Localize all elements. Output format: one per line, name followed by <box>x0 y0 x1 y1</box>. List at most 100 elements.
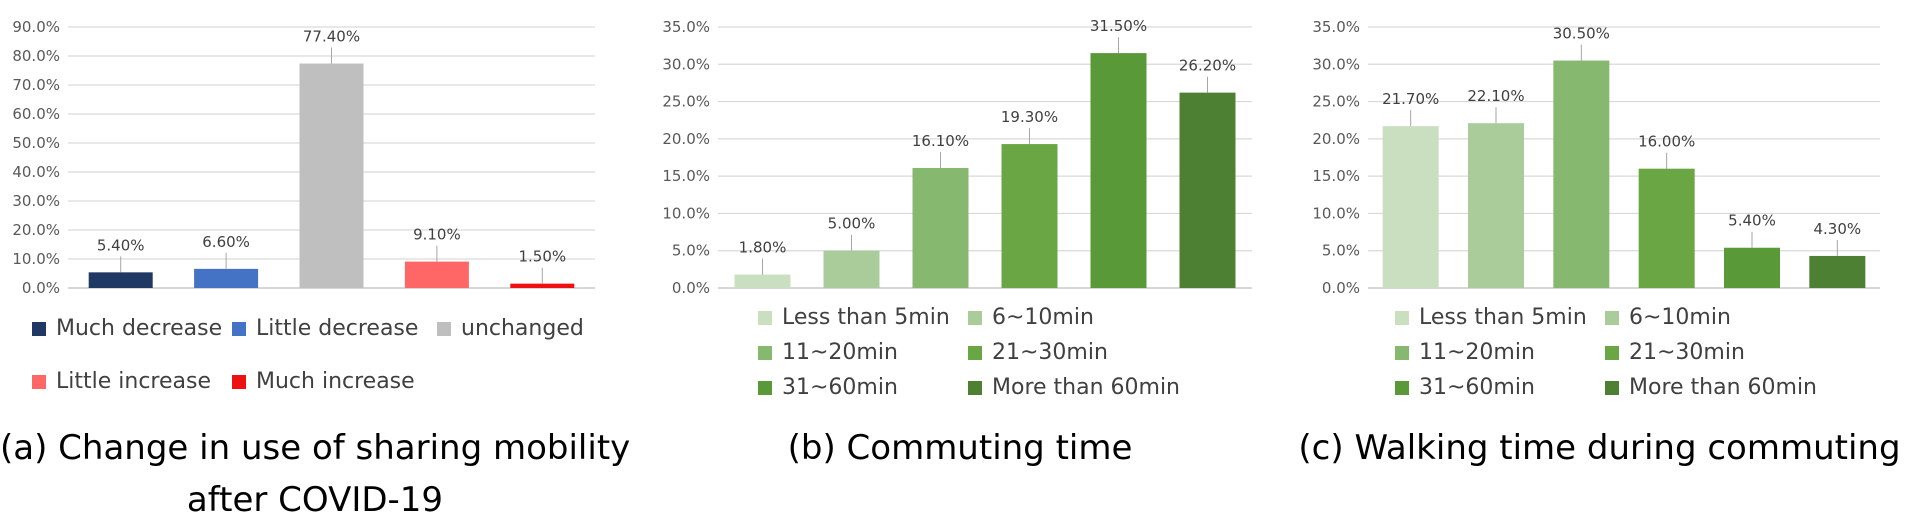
chart-a-legend-item: Little increase <box>32 369 211 394</box>
chart-a-ytick-label: 90.0% <box>12 18 60 36</box>
legend-swatch <box>232 374 246 389</box>
chart-c-legend-item: 6~10min <box>1605 305 1731 330</box>
chart-b-ytick-label: 5.0% <box>672 242 710 260</box>
chart-b-value-label-2: 5.00% <box>828 215 876 233</box>
chart-a-value-label-2: 6.60% <box>202 233 250 251</box>
chart-a-ytick-label: 30.0% <box>12 192 60 210</box>
chart-a-caption-line-2: after COVID-19 <box>186 480 444 520</box>
chart-a-caption-line-1: (a) Change in use of sharing mobility <box>0 428 631 468</box>
chart-a-bar-1 <box>88 272 153 288</box>
chart-b-legend-item: 21~30min <box>968 340 1108 365</box>
chart-b-value-label-3: 16.10% <box>912 132 969 150</box>
chart-b-ytick-label: 10.0% <box>662 204 710 222</box>
chart-a-bar-2 <box>194 268 259 288</box>
chart-a-plot: 0.0% 10.0% 20.0% 30.0% 40.0% 50.0% 60.0% 70.0% 8… <box>12 18 595 297</box>
chart-c-caption: (c) Walking time during commuting <box>1290 422 1909 474</box>
chart-b-bar-4 <box>1001 144 1058 288</box>
chart-a-value-label-1: 5.40% <box>97 236 145 254</box>
legend-swatch <box>758 345 772 360</box>
chart-c-ytick-label: 25.0% <box>1312 93 1360 111</box>
chart-c-bar-2 <box>1468 123 1524 288</box>
chart-b-legend-item: 11~20min <box>758 340 898 365</box>
chart-a-legend-item: Much decrease <box>32 316 222 341</box>
chart-c-value-label-1: 21.70% <box>1382 90 1439 108</box>
chart-panel-c: 0.0% 5.0% 10.0% 15.0% 20.0% 25.0% 30.0% 35.0% 21… <box>1290 0 1909 532</box>
chart-b-value-label-5: 31.50% <box>1090 17 1147 35</box>
chart-panel-a: 0.0% 10.0% 20.0% 30.0% 40.0% 50.0% 60.0% 70.0% 8… <box>0 0 630 532</box>
chart-a-ytick-label: 0.0% <box>22 279 60 297</box>
chart-b-legend-item: More than 60min <box>968 375 1180 400</box>
legend-swatch <box>968 380 982 395</box>
legend-swatch <box>1395 310 1409 325</box>
chart-a-value-label-4: 9.10% <box>413 226 461 244</box>
chart-c-value-label-3: 30.50% <box>1553 25 1610 43</box>
chart-a-legend-item: Little decrease <box>232 316 418 341</box>
legend-label: 6~10min <box>992 305 1094 330</box>
legend-label: More than 60min <box>1629 375 1817 400</box>
chart-a-bar-5 <box>510 283 575 288</box>
chart-c-bar-1 <box>1382 126 1439 289</box>
chart-c-ytick-label: 30.0% <box>1312 55 1360 73</box>
chart-c-value-label-6: 4.30% <box>1814 220 1862 238</box>
chart-b-caption: (b) Commuting time <box>640 422 1280 474</box>
chart-c-ytick-label: 10.0% <box>1312 204 1360 222</box>
chart-b-ytick-label: 0.0% <box>672 279 710 297</box>
chart-c-bar-4 <box>1638 168 1695 288</box>
chart-b-legend-item: 31~60min <box>758 375 898 400</box>
legend-label: Much decrease <box>56 316 223 341</box>
chart-a-ytick-label: 40.0% <box>12 163 60 181</box>
chart-b-bar-5 <box>1090 53 1147 288</box>
chart-a-bar-3 <box>299 63 364 288</box>
chart-c-value-label-2: 22.10% <box>1467 87 1524 105</box>
legend-label: 11~20min <box>1419 340 1535 365</box>
legend-label: 21~30min <box>1629 340 1745 365</box>
legend-label: Less than 5min <box>1419 305 1587 330</box>
legend-label: 31~60min <box>1419 375 1535 400</box>
chart-b-plot: 0.0% 5.0% 10.0% 15.0% 20.0% 25.0% 30.0% 35.0% 1.… <box>662 17 1252 297</box>
legend-label: Much increase <box>256 369 415 394</box>
chart-a-value-label-5: 1.50% <box>518 248 566 266</box>
legend-swatch <box>32 374 46 389</box>
chart-b-ytick-label: 30.0% <box>662 55 710 73</box>
legend-swatch <box>758 310 772 325</box>
legend-swatch <box>1605 380 1619 395</box>
chart-a-legend-item: unchanged <box>437 316 584 341</box>
legend-label: More than 60min <box>992 375 1180 400</box>
chart-c-ytick-label: 5.0% <box>1322 242 1360 260</box>
legend-label: 21~30min <box>992 340 1108 365</box>
chart-b-bar-2 <box>823 250 880 288</box>
legend-label: Less than 5min <box>782 305 950 330</box>
chart-c-value-label-5: 5.40% <box>1728 212 1776 230</box>
chart-b-ytick-label: 35.0% <box>662 18 710 36</box>
legend-label: 11~20min <box>782 340 898 365</box>
chart-c-ytick-label: 15.0% <box>1312 167 1360 185</box>
legend-swatch <box>1605 345 1619 360</box>
chart-a-ytick-label: 10.0% <box>12 250 60 268</box>
chart-a-ytick-label: 70.0% <box>12 76 60 94</box>
chart-b-caption-line-1: (b) Commuting time <box>787 428 1133 468</box>
legend-swatch <box>1395 345 1409 360</box>
legend-swatch <box>437 321 451 336</box>
chart-b-value-label-6: 26.20% <box>1179 57 1236 75</box>
legend-swatch <box>968 345 982 360</box>
chart-a-value-label-3: 77.40% <box>303 28 360 46</box>
chart-a-bar-4 <box>404 261 469 288</box>
chart-b-legend-item: 6~10min <box>968 305 1094 330</box>
chart-b-ytick-label: 20.0% <box>662 130 710 148</box>
chart-a-ytick-label: 80.0% <box>12 47 60 65</box>
chart-c-ytick-label: 0.0% <box>1322 279 1360 297</box>
chart-a-caption: (a) Change in use of sharing mobility af… <box>0 422 630 526</box>
chart-a-ytick-label: 20.0% <box>12 221 60 239</box>
legend-swatch <box>232 321 246 336</box>
chart-c-bar-6 <box>1809 255 1866 288</box>
chart-c-bar-3 <box>1553 60 1610 288</box>
legend-label: 31~60min <box>782 375 898 400</box>
chart-b-legend-item: Less than 5min <box>758 305 950 330</box>
legend-label: Little increase <box>56 369 211 394</box>
chart-a-ytick-label: 50.0% <box>12 134 60 152</box>
chart-a-legend-item: Much increase <box>232 369 415 394</box>
chart-c-plot: 0.0% 5.0% 10.0% 15.0% 20.0% 25.0% 30.0% 35.0% 21… <box>1312 18 1880 297</box>
chart-b-bar-3 <box>912 167 969 288</box>
legend-swatch <box>1395 380 1409 395</box>
legend-swatch <box>32 321 46 336</box>
